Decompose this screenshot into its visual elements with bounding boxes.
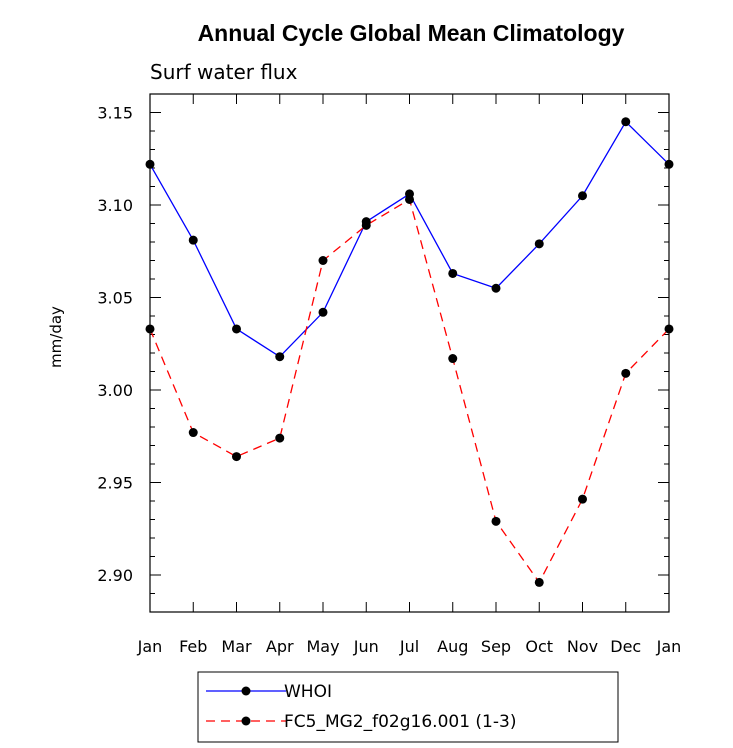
x-tick-label: Oct [525, 637, 553, 656]
y-tick-label: 3.10 [97, 196, 133, 215]
x-tick-label: Apr [266, 637, 294, 656]
data-point [232, 324, 241, 334]
series-markers [145, 117, 674, 587]
y-tick-label: 3.15 [97, 104, 133, 123]
data-point [621, 368, 631, 378]
data-point [275, 352, 285, 362]
x-tick-label: Feb [179, 637, 207, 656]
x-tick-label: Nov [567, 637, 598, 656]
x-tick-label: Aug [437, 637, 468, 656]
x-tick-label: Jun [353, 637, 379, 656]
data-point [534, 577, 544, 587]
x-tick-label: Jan [137, 637, 163, 656]
y-tick-label: 2.90 [97, 566, 133, 585]
legend-box [197, 671, 619, 743]
axis-ticks: Jan Feb Mar Apr May Jun Jul Aug Sep Oct Nov Dec Jan 2… [97, 93, 682, 656]
data-point [491, 283, 501, 293]
legend: WHOI FC5_MG2_f02g16.001 (1-3) [206, 682, 516, 732]
data-point [664, 159, 674, 169]
data-point [448, 268, 458, 278]
chart-title: Annual Cycle Global Mean Climatology [198, 20, 625, 46]
chart-subtitle: Surf water flux [150, 60, 298, 84]
data-point [188, 428, 198, 438]
series-line-1 [149, 120, 670, 358]
data-point [145, 324, 155, 334]
x-tick-label: May [306, 637, 339, 656]
data-point [578, 494, 587, 504]
data-point [318, 307, 328, 317]
legend-label-1: WHOI [284, 682, 332, 702]
data-point [664, 324, 674, 334]
data-point [491, 516, 501, 526]
x-tick-label: Dec [610, 637, 641, 656]
x-tick-label: Jan [656, 637, 682, 656]
legend-marker-2 [241, 716, 251, 726]
y-tick-label: 3.05 [97, 289, 133, 308]
plot-frame [149, 93, 670, 613]
y-axis-label: mm/day [47, 306, 65, 368]
series-line-2 [149, 198, 670, 584]
data-point [578, 191, 587, 201]
data-point [361, 220, 371, 230]
data-point [145, 159, 155, 169]
y-tick-label: 2.95 [97, 474, 133, 493]
x-tick-label: Jul [399, 637, 419, 656]
data-point [405, 194, 414, 204]
data-point [318, 256, 328, 265]
data-point [621, 117, 631, 127]
legend-label-2: FC5_MG2_f02g16.001 (1-3) [284, 712, 516, 732]
data-point [448, 354, 458, 364]
legend-marker-1 [241, 686, 251, 696]
x-tick-label: Mar [221, 637, 252, 656]
data-point [232, 452, 241, 462]
data-point [275, 433, 285, 443]
y-tick-label: 3.00 [97, 381, 133, 400]
data-point [534, 239, 544, 249]
data-point [188, 235, 198, 245]
x-tick-label: Sep [481, 637, 511, 656]
